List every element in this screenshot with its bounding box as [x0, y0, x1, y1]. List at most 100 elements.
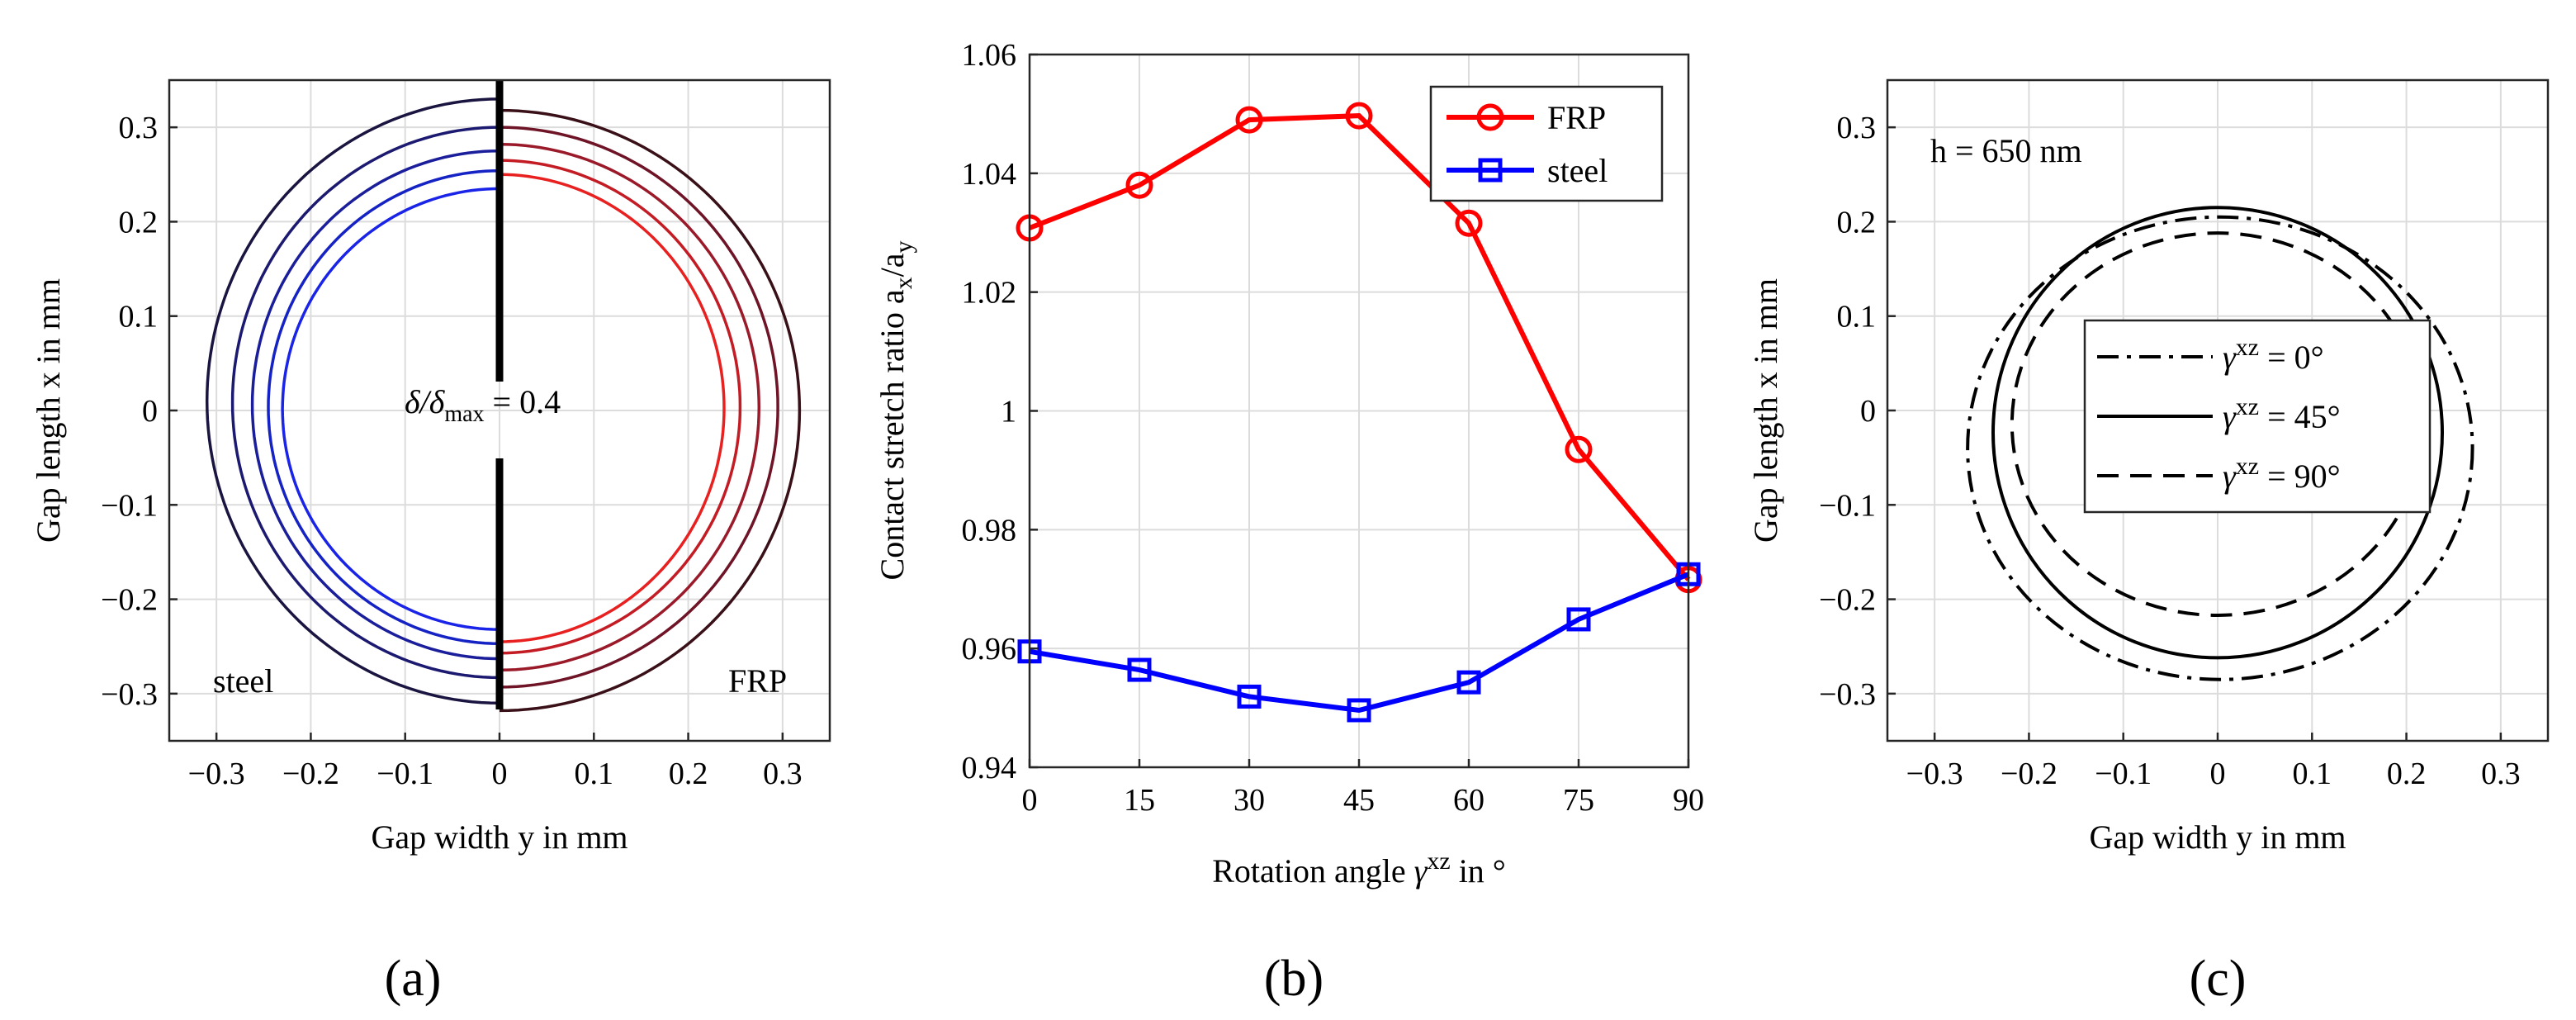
y-axis-label-a: Gap length x in mm: [30, 278, 67, 543]
x-tick-label-a: −0.2: [282, 757, 339, 791]
y-tick-label-a: 0.3: [119, 111, 159, 145]
y-tick-label-c: 0.3: [1837, 111, 1877, 145]
panel-b: 0 15 30 45 60 75 90 1.061.041.0210.980.960.94 …: [874, 38, 1704, 1007]
x-tick-label-b: 45: [1343, 783, 1375, 818]
y-tick-label-a: −0.3: [101, 677, 158, 712]
x-tick-label-a: 0.1: [575, 757, 614, 791]
contour-frp: [499, 173, 726, 643]
y-tick-label-a: 0: [142, 394, 158, 429]
x-tick-label-a: −0.1: [376, 757, 433, 791]
legend-c: γxz = 0° γxz = 45° γxz = 90°: [2083, 319, 2432, 514]
legend-label-45deg: γxz = 45°: [2223, 393, 2341, 435]
x-tick-label-b: 30: [1234, 783, 1265, 818]
data-point-steel: [1456, 670, 1481, 695]
contour-steel: [281, 187, 500, 631]
x-ticks-b: 0 15 30 45 60 75 90: [1022, 759, 1704, 818]
x-axis-label-a: Gap width y in mm: [371, 818, 627, 856]
panel-c: γxz = 0° γxz = 45° γxz = 90° −0.3 −0.2 −0.…: [1747, 78, 2550, 1007]
legend-box-b: [1429, 85, 1664, 202]
contour-steel: [230, 126, 500, 680]
x-tick-label-a: −0.3: [188, 757, 245, 791]
panel-a: −0.3 −0.2 −0.1 0 0.1 0.2 0.3 0.3 0.2 0.1 0 −0.1 −0.…: [30, 78, 831, 1007]
legend-b: FRP steel: [1429, 85, 1664, 202]
contour-frp: [499, 159, 742, 655]
legend-label-90deg: γxz = 90°: [2223, 453, 2341, 495]
y-tick-label-a: −0.1: [101, 488, 158, 523]
x-tick-label-b: 90: [1673, 783, 1704, 818]
y-axis-label-b: Contact stretch ratio ax/ay: [874, 241, 917, 581]
contour-frp: [499, 142, 761, 672]
data-point-frp: [1125, 171, 1153, 199]
x-tick-label-c: 0.3: [2481, 757, 2521, 791]
data-point-frp: [1455, 209, 1483, 237]
grid-c: [1887, 80, 2548, 741]
y-ticks-a: 0.3 0.2 0.1 0 −0.1 −0.2 −0.3: [101, 111, 178, 712]
data-point-steel: [1127, 657, 1152, 682]
x-tick-label-c: −0.2: [2001, 757, 2057, 791]
data-point-frp: [1345, 102, 1373, 130]
x-axis-label-c: Gap width y in mm: [2089, 818, 2346, 856]
label-frp: FRP: [728, 662, 787, 700]
legend-marker-steel: [1478, 158, 1503, 183]
x-tick-label-c: 0.2: [2387, 757, 2427, 791]
y-tick-label-c: 0.2: [1837, 205, 1877, 240]
y-tick-label-c: −0.3: [1819, 677, 1876, 712]
panel-label-b: (b): [1264, 951, 1324, 1007]
data-point-steel: [1566, 607, 1591, 632]
contour-frp: [499, 108, 802, 713]
y-tick-label-a: 0.1: [119, 300, 159, 334]
x-tick-label-b: 0: [1022, 783, 1038, 818]
y-tick-label-b: 1: [1001, 395, 1016, 429]
legend-marker-frp: [1476, 103, 1504, 131]
y-tick-label-b: 0.94: [962, 751, 1017, 785]
y-tick-label-c: 0.1: [1837, 300, 1877, 334]
y-tick-label-a: −0.2: [101, 583, 158, 618]
label-steel: steel: [213, 662, 273, 700]
x-tick-label-b: 75: [1563, 783, 1594, 818]
y-ticks-b: 1.06 1.04 1.02 1 0.98 0.96 0.94: [962, 38, 1038, 785]
x-tick-label-c: −0.3: [1906, 757, 1963, 791]
y-tick-label-c: −0.2: [1819, 583, 1876, 618]
x-tick-label-c: 0: [2210, 757, 2226, 791]
x-tick-label-a: 0.3: [763, 757, 803, 791]
y-tick-label-b: 1.02: [962, 276, 1017, 311]
y-tick-label-b: 1.04: [962, 157, 1017, 192]
y-ticks-c: 0.3 0.2 0.1 0 −0.1 −0.2 −0.3: [1819, 111, 1896, 712]
x-tick-label-b: 60: [1453, 783, 1485, 818]
y-axis-label-c: Gap length x in mm: [1747, 278, 1784, 543]
panel-label-a: (a): [385, 951, 442, 1007]
x-tick-label-a: 0.2: [669, 757, 708, 791]
legend-label-frp: FRP: [1547, 99, 1606, 136]
data-point-steel: [1347, 698, 1371, 723]
contour-frp: [499, 126, 779, 689]
y-tick-label-b: 0.98: [962, 513, 1017, 548]
legend-label-0deg: γxz = 0°: [2223, 334, 2324, 376]
x-ticks-c: −0.3 −0.2 −0.1 0 0.1 0.2 0.3: [1906, 733, 2521, 791]
contour-solid: [1991, 206, 2444, 660]
x-tick-label-c: −0.1: [2095, 757, 2152, 791]
series-b: [1016, 102, 1702, 723]
contour-dashdot: [1966, 215, 2474, 681]
ratio-annotation: δ/δmax = 0.4: [405, 383, 561, 427]
y-tick-label-c: −0.1: [1819, 488, 1876, 523]
y-tick-label-b: 1.06: [962, 38, 1017, 73]
x-tick-label-c: 0.1: [2293, 757, 2332, 791]
contour-steel: [250, 149, 500, 661]
y-tick-label-c: 0: [1860, 394, 1876, 429]
panel-label-c: (c): [2190, 951, 2247, 1007]
contours-a: [205, 97, 802, 713]
legend-label-steel: steel: [1547, 152, 1608, 189]
data-point-frp: [1565, 435, 1593, 463]
contour-steel: [205, 97, 500, 705]
data-point-steel: [1237, 684, 1262, 709]
series-line-frp: [1028, 113, 1691, 581]
contour-steel: [267, 168, 500, 646]
x-ticks-a: −0.3 −0.2 −0.1 0 0.1 0.2 0.3: [188, 733, 803, 791]
x-tick-label-b: 15: [1124, 783, 1155, 818]
data-point-frp: [1235, 106, 1263, 134]
y-tick-label-b: 0.96: [962, 632, 1017, 667]
series-line-steel: [1029, 572, 1690, 714]
thickness-annotation: h = 650 nm: [1930, 132, 2082, 169]
x-tick-label-a: 0: [492, 757, 508, 791]
